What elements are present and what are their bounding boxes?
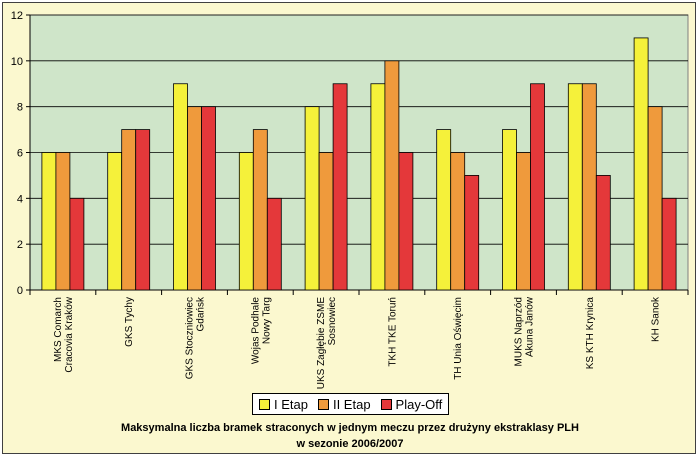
bar-play-off [595,175,611,291]
legend-item-i-etap: I Etap [259,397,308,412]
legend: I Etap II Etap Play-Off [252,393,450,415]
bar-ii-etap [450,152,466,291]
bar-ii-etap [252,129,268,291]
legend-label: Play-Off [395,396,443,412]
x-tick-label-group: Wojas Podhale Nowy Targ [250,297,272,365]
bar-ii-etap [55,152,71,291]
chart-title-line-2: w sezonie 2006/2007 [296,438,404,450]
legend-item-play-off: Play-Off [380,396,443,412]
legend-swatch-i-etap [259,398,270,410]
bar-ii-etap [581,83,597,291]
bar-i-etap [633,37,649,291]
bar-play-off [135,129,151,291]
x-tick-label: Cracovia Kraków [64,296,75,372]
bar-ii-etap [384,60,400,291]
x-tick-label-group: UKS Zagłębie ZSME Sosnowiec [316,297,338,390]
x-tick-label: GKS Tychy [124,297,135,347]
x-tick-label-group: TKH TKE Toruń [387,297,398,367]
bar-play-off [201,106,216,291]
bar-i-etap [107,152,123,291]
x-tick-label-group: GKS Stoczniowiec Gdańsk [185,296,207,379]
bar-play-off [398,152,414,291]
bar-i-etap [304,106,320,291]
bar-i-etap [502,129,517,291]
x-tick-label-group: KS KTH Krynica [585,297,596,370]
y-tick-label: 2 [17,239,23,251]
bar-i-etap [173,83,188,291]
x-tick-label-group: GKS Tychy [124,297,135,347]
x-tick-label: MUKS Naprzód [514,297,525,366]
chart-title: Maksymalna liczba bramek straconych w je… [0,420,700,452]
x-tick-label: Gdańsk [196,296,207,331]
bar-ii-etap [516,152,531,291]
y-tick-label: 0 [17,285,23,297]
x-tick-label-group: MKS Comarch Cracovia Kraków [53,296,75,372]
legend-item-ii-etap: II Etap [317,396,371,412]
x-tick-label: KH Sanok [651,296,662,342]
legend-label: I Etap [274,396,308,412]
bar-ii-etap [318,152,334,291]
bar-i-etap [41,152,57,291]
x-tick-label: UKS Zagłębie ZSME [316,297,327,390]
bar-play-off [530,83,545,291]
x-tick-label: Wojas Podhale [250,297,261,365]
y-tick-label: 10 [11,56,23,68]
x-tick-label: Akuna Janów [525,296,536,357]
x-tick-label: Nowy Targ [261,297,272,344]
bar-i-etap [238,152,254,291]
x-tick-label: MKS Comarch [53,297,64,362]
bar-ii-etap [187,106,202,291]
legend-swatch-play-off [380,398,392,410]
bar-play-off [332,83,348,291]
x-tick-label-group: KH Sanok [651,296,662,342]
bar-i-etap [567,83,583,291]
y-tick-label: 8 [17,102,23,114]
legend-swatch-ii-etap [317,398,329,410]
y-tick-label: 6 [17,148,23,160]
bar-i-etap [436,129,452,291]
bar-play-off [661,197,677,291]
x-tick-label: GKS Stoczniowiec [185,297,196,379]
x-tick-label: TH Unia Oświęcim [453,297,464,380]
x-tick-label-group: MUKS Naprzód Akuna Janów [514,296,536,366]
legend-label: II Etap [332,396,371,412]
y-tick-label: 4 [17,193,23,205]
x-tick-label: KS KTH Krynica [585,297,596,370]
x-tick-label: TKH TKE Toruń [387,297,398,367]
x-tick-label: Sosnowiec [327,297,338,345]
x-tick-label-group: TH Unia Oświęcim [453,297,464,380]
bar-play-off [69,197,85,291]
chart-title-line-1: Maksymalna liczba bramek straconych w je… [121,422,579,434]
bar-ii-etap [647,106,663,291]
bar-ii-etap [121,129,137,291]
y-tick-label: 12 [11,10,23,22]
bar-i-etap [370,83,386,291]
bar-play-off [266,197,282,291]
bar-play-off [464,175,480,291]
